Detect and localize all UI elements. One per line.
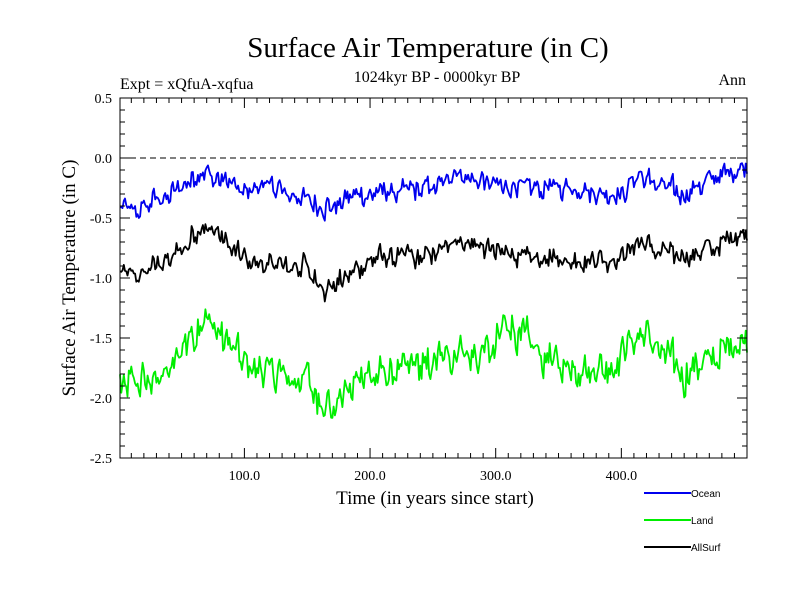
- legend-label-allsurf: AllSurf: [691, 543, 721, 554]
- legend: Ocean Land AllSurf: [644, 489, 721, 554]
- plot-frame: [119, 97, 748, 459]
- season-label: Ann: [718, 72, 746, 89]
- x-axis-label: Time (in years since start): [336, 488, 534, 509]
- series-line-land: [119, 308, 748, 419]
- legend-label-ocean: Ocean: [691, 489, 720, 500]
- x-tick-label: 100.0: [229, 469, 261, 484]
- y-tick-label: -1.0: [90, 272, 112, 287]
- y-tick-label: 0.0: [95, 152, 113, 167]
- plot-area: 100.0 200.0 300.0 400.0 0.5 0.0 -0.5 -1.0 -1.5 -2…: [90, 92, 748, 484]
- chart-title: Surface Air Temperature (in C): [247, 32, 608, 64]
- series-line-ocean: [119, 162, 748, 222]
- x-tick-label: 300.0: [480, 469, 512, 484]
- y-axis-label: Surface Air Temperature (in C): [59, 160, 80, 397]
- x-tick-label: 400.0: [606, 469, 638, 484]
- x-tick-label: 200.0: [354, 469, 386, 484]
- y-tick-label: 0.5: [95, 92, 113, 107]
- y-tick-label: -0.5: [90, 212, 112, 227]
- legend-label-land: Land: [691, 516, 713, 527]
- experiment-label: Expt = xQfuA-xqfua: [120, 76, 253, 93]
- y-tick-label: -2.5: [90, 452, 112, 467]
- y-tick-label: -1.5: [90, 332, 112, 347]
- y-tick-label: -2.0: [90, 392, 112, 407]
- chart-subtitle: 1024kyr BP - 0000kyr BP: [354, 69, 521, 86]
- series-line-allsurf: [119, 223, 748, 303]
